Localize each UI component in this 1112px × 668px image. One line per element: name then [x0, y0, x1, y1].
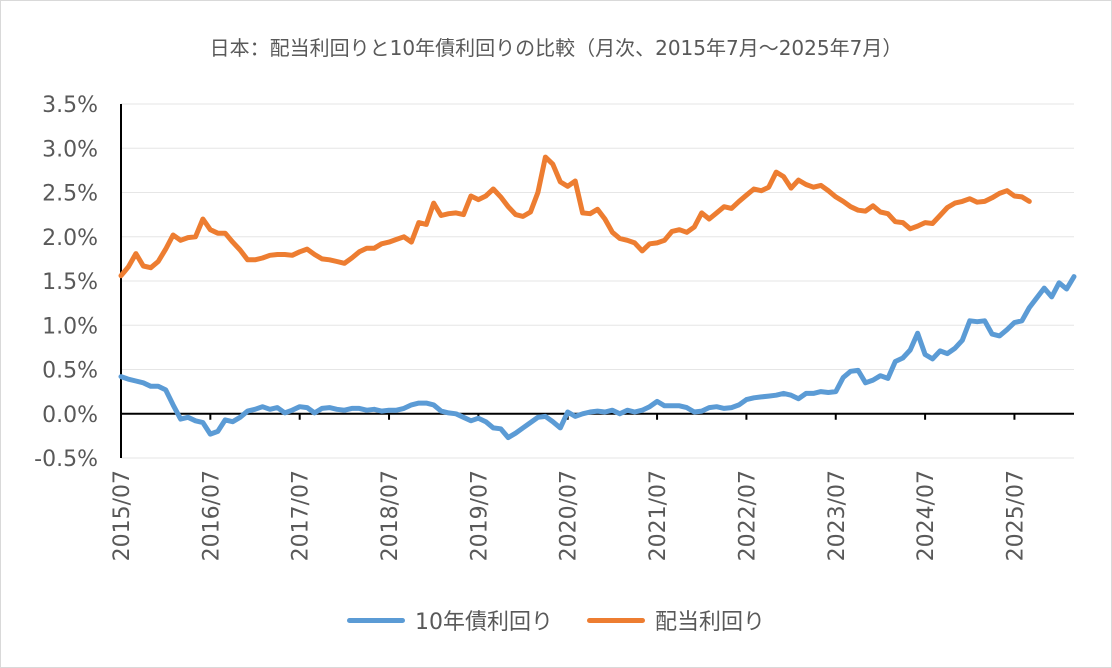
- legend: 10年債利回り 配当利回り: [0, 604, 1112, 636]
- y-tick-label: 2.0%: [42, 226, 98, 251]
- y-tick-label: 3.5%: [42, 93, 98, 118]
- legend-item-bond-yield[interactable]: 10年債利回り: [346, 604, 553, 636]
- legend-swatch-bond-yield: [346, 617, 405, 623]
- legend-label-dividend-yield: 配当利回り: [654, 610, 765, 635]
- x-tick-label: 2019/07: [467, 470, 492, 561]
- x-tick-label: 2021/07: [646, 470, 671, 561]
- y-tick-label: 0.5%: [42, 359, 98, 384]
- y-tick-label: 1.5%: [42, 270, 98, 295]
- x-tick-label: 2025/07: [1003, 470, 1028, 561]
- legend-item-dividend-yield[interactable]: 配当利回り: [586, 604, 765, 636]
- y-axis-ticks: -0.5% 0.0% 0.5% 1.0% 1.5% 2.0% 2.5% 3.0% 3.5%: [34, 93, 98, 472]
- gridlines: [121, 103, 1074, 459]
- legend-swatch-dividend-yield: [586, 617, 645, 623]
- y-tick-label: 3.0%: [42, 137, 98, 162]
- y-tick-label: 2.5%: [42, 182, 98, 207]
- y-tick-label: -0.5%: [34, 447, 98, 472]
- series-line-bond-yield: [118, 274, 1077, 441]
- x-tick-label: 2020/07: [557, 470, 582, 561]
- x-tick-label: 2022/07: [735, 470, 760, 561]
- y-tick-label: 1.0%: [42, 314, 98, 339]
- chart-title: 日本：配当利回りと10年債利回りの比較（月次、2015年7月～2025年7月）: [209, 36, 903, 60]
- legend-label-bond-yield: 10年債利回り: [414, 610, 553, 635]
- axes: [120, 104, 1074, 458]
- y-tick-label: 0.0%: [42, 403, 98, 428]
- x-tick-label: 2018/07: [378, 470, 403, 561]
- x-tick-label: 2017/07: [289, 470, 314, 561]
- x-tick-label: 2016/07: [199, 470, 224, 561]
- x-tick-label: 2023/07: [825, 470, 850, 561]
- x-axis-ticks: 2015/07 2016/07 2017/07 2018/07 2019/07 2020/…: [110, 413, 1028, 561]
- x-tick-label: 2024/07: [914, 470, 939, 561]
- series-line-dividend-yield: [118, 154, 1032, 279]
- series-lines: [118, 154, 1077, 441]
- x-tick-label: 2015/07: [110, 470, 135, 561]
